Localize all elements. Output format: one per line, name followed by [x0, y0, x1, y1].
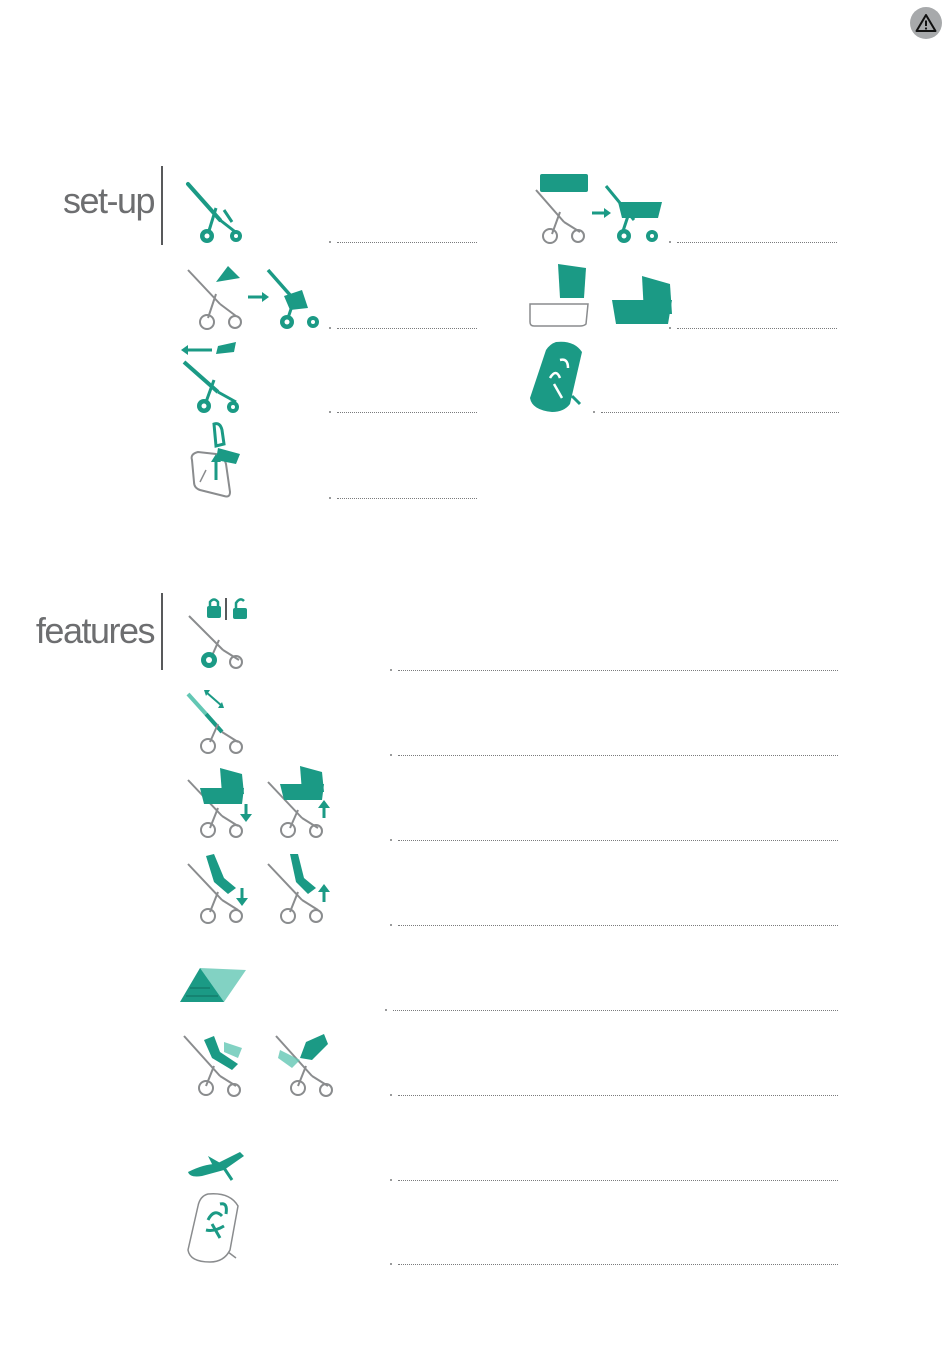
bumper-bar-icon [188, 1152, 244, 1181]
setup-leader-3 [329, 411, 477, 413]
sun-canopy-icon [180, 968, 246, 1002]
features-leader-6 [390, 1094, 838, 1096]
seat-recline-icon [187, 854, 330, 924]
carrycot-height-icon [187, 766, 330, 838]
stroller-frame-icon [186, 182, 242, 243]
seat-liner-icon [187, 1193, 239, 1263]
features-leader-4 [390, 924, 838, 926]
features-leader-2 [390, 754, 838, 756]
features-leader-8 [390, 1263, 838, 1265]
setup-leader-4 [329, 497, 477, 499]
setup-leader-6 [669, 327, 837, 329]
setup-divider [161, 166, 163, 245]
features-leader-7 [390, 1179, 838, 1181]
carrycot-hood-icon [529, 264, 672, 327]
harness-insert-icon [190, 422, 240, 498]
brake-lock-unlock-icon [188, 598, 247, 669]
bumper-bar-remove-icon [181, 342, 239, 413]
warning-triangle-icon [915, 14, 937, 32]
setup-leader-2 [329, 327, 477, 329]
footmuff-icon [530, 341, 582, 412]
handlebar-adjust-icon [186, 690, 243, 754]
features-heading: features [35, 610, 156, 651]
setup-leader-7 [593, 411, 839, 413]
features-divider [161, 593, 163, 670]
features-leader-5 [385, 1009, 838, 1011]
setup-leader-1 [329, 241, 477, 243]
warning-badge [910, 7, 942, 39]
features-leader-1 [390, 669, 838, 671]
setup-leader-5 [669, 241, 837, 243]
features-leader-3 [390, 839, 838, 841]
carrycot-attach-icon [535, 174, 662, 244]
seat-attach-icon [187, 266, 319, 330]
setup-heading: set-up [62, 180, 156, 221]
seat-fold-icon [183, 1034, 333, 1097]
